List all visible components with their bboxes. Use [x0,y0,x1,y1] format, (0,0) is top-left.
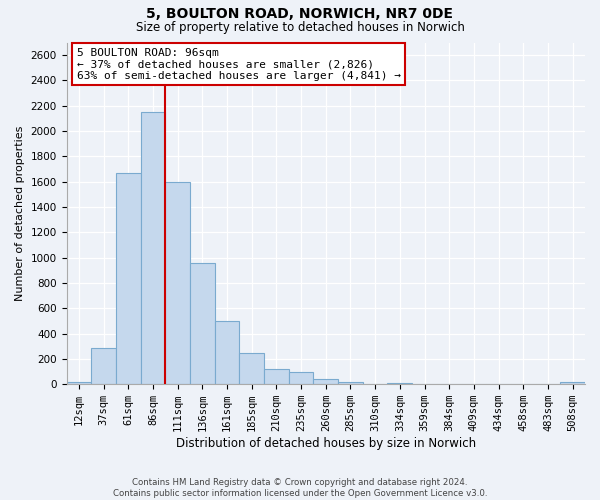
Text: Contains HM Land Registry data © Crown copyright and database right 2024.
Contai: Contains HM Land Registry data © Crown c… [113,478,487,498]
Y-axis label: Number of detached properties: Number of detached properties [15,126,25,301]
Bar [67,382,91,384]
Bar [140,112,165,384]
Bar [264,369,289,384]
Bar [215,321,239,384]
Bar [313,379,338,384]
Bar [239,352,264,384]
X-axis label: Distribution of detached houses by size in Norwich: Distribution of detached houses by size … [176,437,476,450]
Bar [190,262,215,384]
Text: Size of property relative to detached houses in Norwich: Size of property relative to detached ho… [136,21,464,34]
Bar [91,348,116,384]
Bar [560,382,585,384]
Bar [388,383,412,384]
Text: 5 BOULTON ROAD: 96sqm
← 37% of detached houses are smaller (2,826)
63% of semi-d: 5 BOULTON ROAD: 96sqm ← 37% of detached … [77,48,401,81]
Bar [338,382,363,384]
Bar [165,182,190,384]
Bar [116,173,140,384]
Text: 5, BOULTON ROAD, NORWICH, NR7 0DE: 5, BOULTON ROAD, NORWICH, NR7 0DE [146,8,454,22]
Bar [289,372,313,384]
